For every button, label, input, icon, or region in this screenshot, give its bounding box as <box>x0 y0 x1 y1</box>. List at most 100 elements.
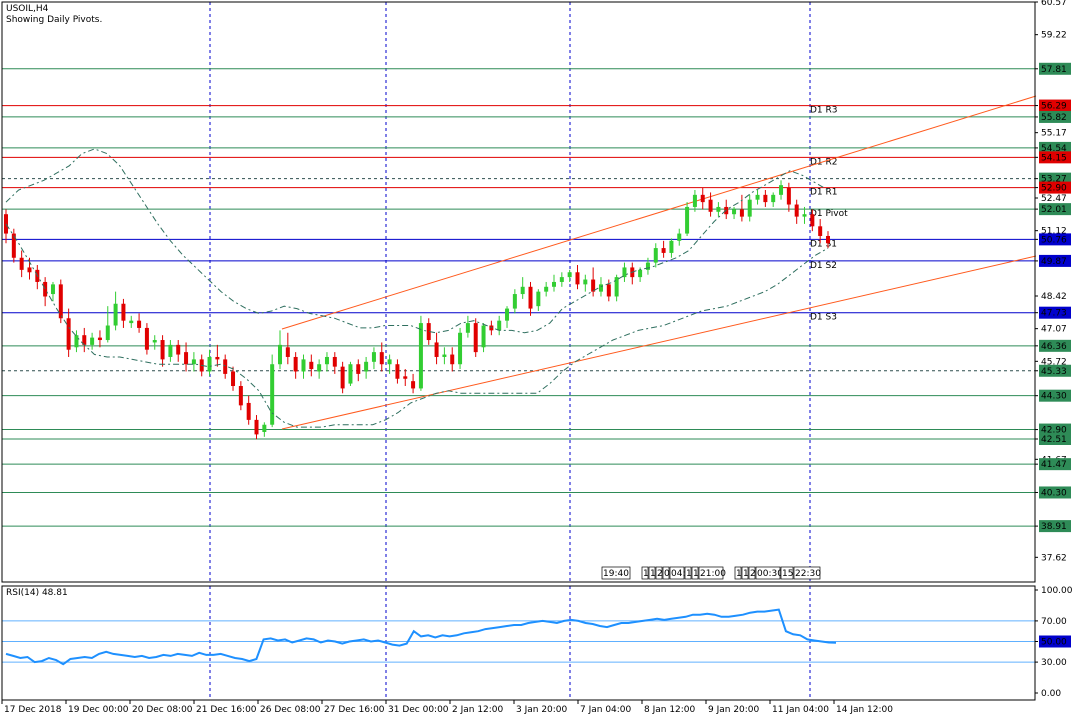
candle-body <box>818 226 823 236</box>
candle-body <box>653 248 658 263</box>
candle-body <box>387 359 392 365</box>
candle-body <box>505 308 510 321</box>
session-marker <box>734 566 742 580</box>
price-tick-label: 53.27 <box>1041 175 1067 185</box>
time-tick-label: 27 Dec 16:00 <box>324 705 385 715</box>
time-tick-label: 3 Jan 20:00 <box>516 705 568 715</box>
candle-body <box>442 354 447 357</box>
candle-body <box>262 424 267 432</box>
price-tick-label: 45.72 <box>1041 357 1067 367</box>
price-tag <box>1039 151 1071 164</box>
price-tick-label: 52.90 <box>1041 184 1067 194</box>
candle-body <box>11 233 16 258</box>
session-marker <box>641 566 649 580</box>
candle-body <box>379 352 384 365</box>
candle-body <box>246 402 251 420</box>
candle-body <box>692 194 697 207</box>
session-marker <box>748 566 756 580</box>
candle-body <box>168 344 173 357</box>
price-tick-label: 40.30 <box>1041 488 1067 498</box>
candle-body <box>450 354 455 365</box>
session-marker <box>655 566 663 580</box>
candle-body <box>82 335 87 345</box>
rsi-tick-label: 50.00 <box>1041 638 1067 648</box>
time-tick-label: 31 Dec 00:00 <box>388 705 449 715</box>
candle-body <box>348 364 353 384</box>
candle-body <box>622 267 627 278</box>
price-tag <box>1039 203 1071 216</box>
candle-body <box>826 235 830 244</box>
time-tick-label: 21 Dec 16:00 <box>196 705 257 715</box>
price-tag <box>1039 254 1071 267</box>
candle-body <box>324 356 329 365</box>
price-tag <box>1039 339 1071 352</box>
channel-line <box>281 255 1037 430</box>
session-marker-label: 22:30 <box>795 569 821 579</box>
candle-body <box>512 294 517 309</box>
price-tick-label: 60.57 <box>1041 0 1067 8</box>
candle-body <box>121 303 126 321</box>
candle-body <box>497 320 502 331</box>
candle-body <box>144 327 149 350</box>
candle-body <box>332 356 337 367</box>
price-tag <box>1039 141 1071 154</box>
rsi-tag <box>1039 635 1071 648</box>
price-tick-label: 44.30 <box>1041 392 1067 402</box>
candle-body <box>74 335 79 348</box>
pivot-label: D1 R2 <box>810 157 838 167</box>
price-tick-label: 52.47 <box>1041 194 1067 204</box>
session-marker-label: 1 <box>643 569 649 579</box>
session-marker <box>669 566 685 580</box>
pivot-label: D1 S3 <box>810 313 837 323</box>
candle-body <box>340 366 345 389</box>
candle-body <box>105 325 110 341</box>
session-marker-label: 1 <box>743 569 749 579</box>
session-marker <box>601 566 631 580</box>
price-tag <box>1039 62 1071 75</box>
candle-body <box>732 209 737 215</box>
candle-body <box>66 318 71 350</box>
main-frame <box>1 1 1036 583</box>
session-marker-label: 2 <box>750 569 756 579</box>
candle-body <box>90 337 95 345</box>
session-marker <box>755 566 781 580</box>
session-marker-label: 1 <box>650 569 656 579</box>
session-marker <box>691 566 699 580</box>
price-tag <box>1039 389 1071 402</box>
price-tag <box>1039 233 1071 246</box>
session-marker <box>780 566 794 580</box>
price-tick-label: 37.62 <box>1041 553 1067 563</box>
candle-body <box>152 340 157 343</box>
price-tick-label: 50.76 <box>1041 235 1067 245</box>
candle-body <box>418 323 423 389</box>
rsi-chart-area <box>2 586 1035 700</box>
candle-body <box>473 323 478 353</box>
price-tick-label: 42.51 <box>1041 435 1067 445</box>
time-tick-label: 8 Jan 12:00 <box>644 705 696 715</box>
price-tag <box>1039 458 1071 471</box>
candle-body <box>19 257 24 270</box>
session-marker <box>684 566 692 580</box>
candle-body <box>309 361 314 370</box>
candle-body <box>552 281 556 287</box>
price-tick-label: 38.91 <box>1041 522 1067 532</box>
pivot-label: D1 R3 <box>810 106 838 116</box>
price-tag <box>1039 99 1071 112</box>
price-tag <box>1039 306 1071 319</box>
candle-body <box>755 194 760 200</box>
candle-body <box>278 344 282 365</box>
candle-body <box>254 419 259 435</box>
price-tag <box>1039 423 1071 436</box>
price-tick-label: 55.17 <box>1041 129 1067 139</box>
session-marker <box>698 566 724 580</box>
candle-body <box>771 194 776 203</box>
candle-body <box>638 269 643 278</box>
candle-body <box>481 325 486 348</box>
candle-body <box>317 364 322 372</box>
time-tick-label: 14 Jan 12:00 <box>836 705 893 715</box>
time-tick-label: 17 Dec 2018 <box>4 705 62 715</box>
candle-body <box>238 386 243 406</box>
candle-body <box>97 337 102 341</box>
pivots-subtitle: Showing Daily Pivots. <box>6 15 103 25</box>
